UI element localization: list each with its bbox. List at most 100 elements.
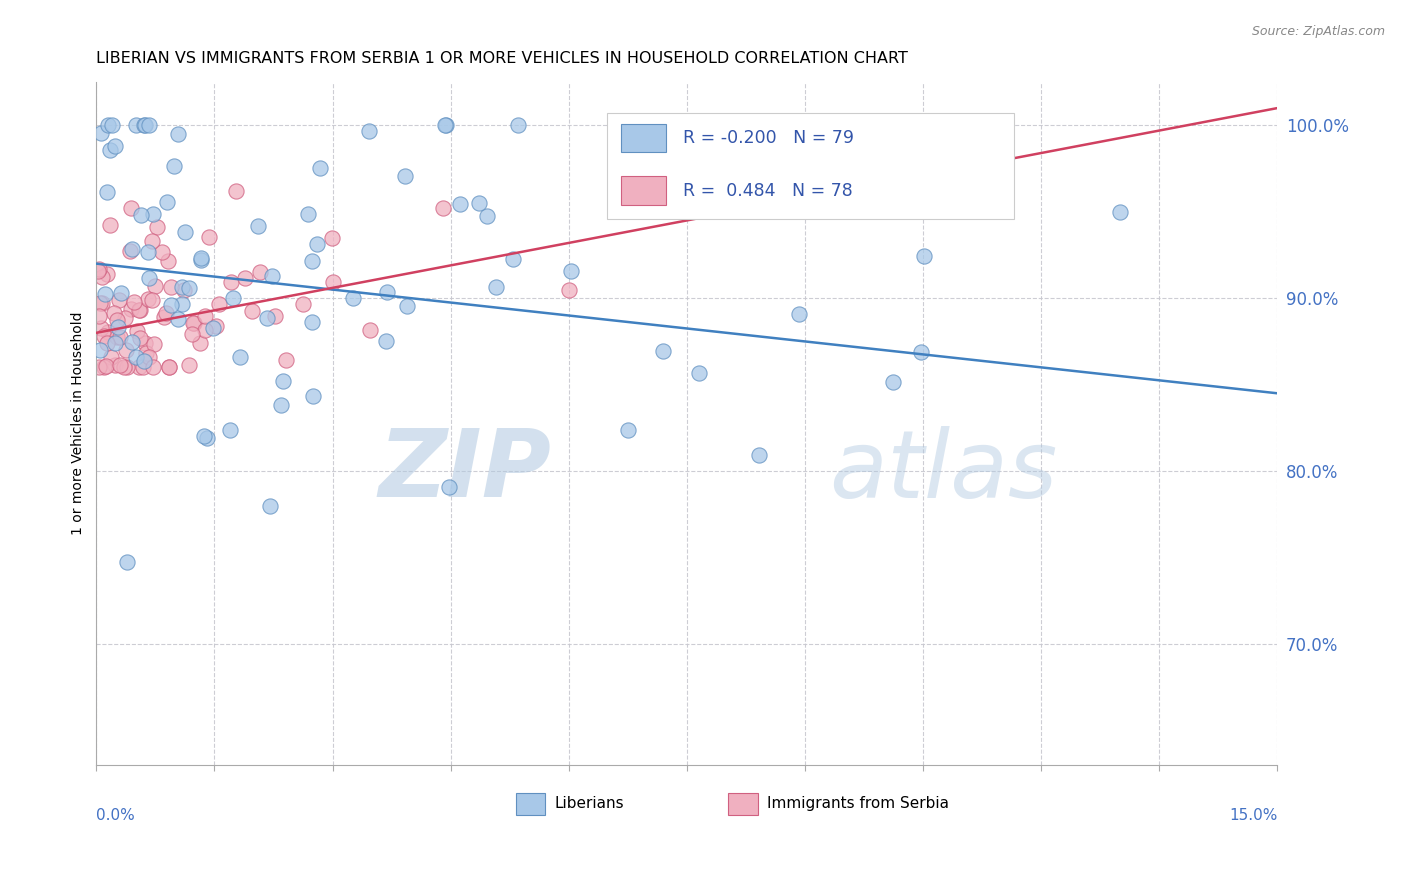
Point — [249, 265, 271, 279]
Point — [256, 310, 278, 325]
Point — [301, 315, 323, 329]
Point — [357, 124, 380, 138]
Point — [104, 358, 127, 372]
Point — [259, 499, 281, 513]
Point — [297, 207, 319, 221]
Point — [342, 291, 364, 305]
Point — [748, 449, 770, 463]
Point — [205, 319, 228, 334]
Point — [152, 310, 174, 325]
Point — [170, 297, 193, 311]
Point — [108, 329, 131, 343]
Point — [115, 555, 138, 569]
Point — [121, 242, 143, 256]
Point — [138, 119, 160, 133]
Point — [359, 322, 381, 336]
Point — [96, 185, 118, 199]
Point — [107, 313, 129, 327]
Text: ZIP: ZIP — [378, 425, 551, 517]
Point — [262, 268, 284, 283]
Y-axis label: 1 or more Vehicles in Household: 1 or more Vehicles in Household — [72, 312, 86, 535]
Point — [90, 321, 112, 335]
Point — [197, 230, 219, 244]
Point — [160, 298, 183, 312]
Point — [97, 119, 120, 133]
Point — [502, 252, 524, 266]
Point — [134, 119, 156, 133]
Text: LIBERIAN VS IMMIGRANTS FROM SERBIA 1 OR MORE VEHICLES IN HOUSEHOLD CORRELATION C: LIBERIAN VS IMMIGRANTS FROM SERBIA 1 OR … — [97, 51, 908, 66]
Point — [89, 295, 111, 310]
Point — [98, 218, 121, 232]
Point — [90, 269, 112, 284]
Point — [468, 196, 491, 211]
Point — [229, 350, 252, 364]
Point — [134, 335, 156, 350]
Point — [89, 262, 111, 277]
Point — [96, 326, 118, 340]
Point — [246, 219, 269, 233]
Point — [796, 199, 818, 213]
Point — [181, 327, 204, 342]
Point — [146, 220, 169, 235]
Point — [157, 360, 180, 375]
Point — [201, 321, 224, 335]
Point — [225, 184, 247, 198]
Point — [1109, 204, 1132, 219]
Point — [129, 208, 152, 222]
Point — [475, 209, 498, 223]
Point — [560, 264, 582, 278]
Point — [190, 252, 212, 266]
Point — [129, 303, 152, 318]
Point — [787, 307, 810, 321]
FancyBboxPatch shape — [516, 793, 546, 815]
Text: 0.0%: 0.0% — [97, 808, 135, 823]
Point — [688, 366, 710, 380]
Point — [93, 329, 115, 343]
Point — [136, 245, 159, 260]
Point — [112, 360, 135, 375]
Text: R =  0.484   N = 78: R = 0.484 N = 78 — [683, 182, 853, 200]
Point — [910, 344, 932, 359]
Point — [394, 169, 416, 184]
FancyBboxPatch shape — [606, 113, 1014, 219]
Text: Immigrants from Serbia: Immigrants from Serbia — [768, 797, 949, 812]
Point — [375, 334, 398, 348]
Point — [90, 126, 112, 140]
FancyBboxPatch shape — [728, 793, 758, 815]
Point — [160, 280, 183, 294]
Point — [233, 271, 256, 285]
Point — [128, 303, 150, 318]
Point — [87, 310, 110, 324]
Point — [115, 359, 138, 374]
Point — [100, 143, 122, 157]
Point — [396, 299, 419, 313]
Point — [103, 306, 125, 320]
Point — [307, 236, 329, 251]
Point — [120, 301, 142, 316]
Point — [172, 280, 194, 294]
Point — [434, 119, 457, 133]
Point — [89, 343, 111, 358]
Point — [96, 267, 118, 281]
Point — [125, 119, 148, 133]
Text: R = -0.200   N = 79: R = -0.200 N = 79 — [683, 129, 855, 147]
Point — [132, 119, 155, 133]
Point — [321, 231, 343, 245]
Point — [302, 388, 325, 402]
Point — [309, 161, 332, 175]
Point — [179, 281, 201, 295]
Point — [93, 286, 115, 301]
Point — [484, 280, 506, 294]
Point — [508, 119, 530, 133]
Point — [103, 139, 125, 153]
Point — [449, 197, 471, 211]
Point — [122, 295, 145, 310]
Text: Source: ZipAtlas.com: Source: ZipAtlas.com — [1251, 25, 1385, 38]
Point — [114, 310, 136, 325]
Point — [125, 350, 148, 364]
Point — [138, 271, 160, 285]
Point — [221, 275, 243, 289]
Point — [195, 431, 218, 445]
Point — [107, 293, 129, 307]
Point — [181, 316, 204, 330]
